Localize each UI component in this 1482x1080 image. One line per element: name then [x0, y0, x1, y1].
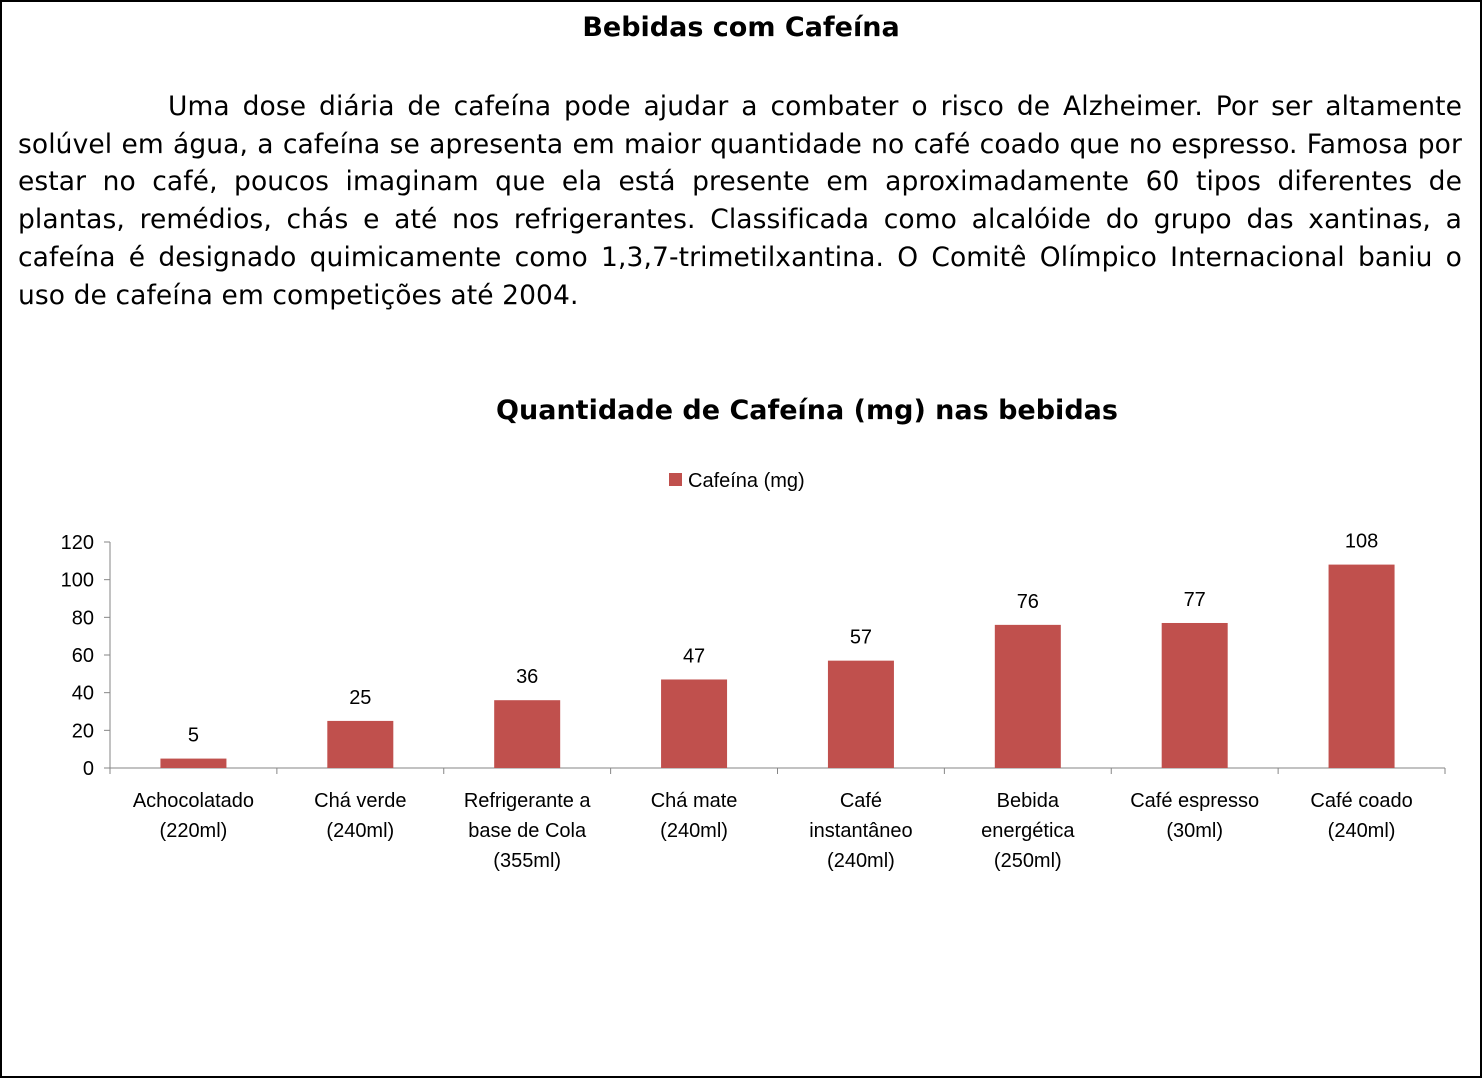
- x-tick-label-line: Café coado: [1310, 790, 1412, 812]
- bar: [327, 720, 394, 768]
- data-label: 77: [1184, 589, 1206, 611]
- legend-label: Cafeína (mg): [688, 470, 805, 492]
- data-label: 57: [850, 627, 872, 649]
- x-tick-label: Refrigerante a base de Cola (355ml): [464, 790, 592, 872]
- x-tick-label-line: Chá verde: [314, 790, 406, 812]
- y-tick-label: 120: [61, 532, 94, 554]
- x-tick-label-line: (250ml): [994, 850, 1062, 872]
- bar: [494, 700, 561, 768]
- x-tick-label-line: (240ml): [1328, 820, 1396, 842]
- data-label: 25: [349, 687, 371, 709]
- x-tick-label-line: (240ml): [827, 850, 895, 872]
- x-tick-label: Café instantâneo (240ml): [809, 790, 912, 872]
- x-tick-label-line: Achocolatado: [133, 790, 254, 812]
- x-tick-label: Bebida energética (250ml): [981, 790, 1075, 872]
- x-tick-label-line: base de Cola: [468, 820, 587, 842]
- x-tick-label-line: Chá mate: [651, 790, 738, 812]
- x-tick-label-line: Bebida: [997, 790, 1060, 812]
- data-label: 36: [516, 666, 538, 688]
- x-tick-label-line: (30ml): [1166, 820, 1223, 842]
- document-paragraph: Uma dose diária de cafeína pode ajudar a…: [18, 91, 1462, 311]
- data-label: 108: [1345, 531, 1378, 553]
- y-tick-label: 0: [83, 758, 94, 780]
- bar: [827, 660, 894, 768]
- x-tick-label: Café espresso (30ml): [1130, 790, 1259, 842]
- bar: [1328, 564, 1395, 768]
- data-label: 5: [188, 725, 199, 747]
- x-tick-label-line: (240ml): [660, 820, 728, 842]
- x-tick-label: Achocolatado (220ml): [133, 790, 254, 842]
- y-tick-label: 20: [72, 720, 94, 742]
- x-tick-label-line: (220ml): [160, 820, 228, 842]
- x-tick-label-line: (355ml): [493, 850, 561, 872]
- bar: [661, 679, 728, 768]
- legend-swatch: [669, 473, 682, 486]
- document-title: Bebidas com Cafeína: [582, 12, 900, 43]
- y-tick-label: 60: [72, 645, 94, 667]
- x-tick-label-line: Refrigerante a: [464, 790, 592, 812]
- x-tick-label-line: Café: [840, 790, 882, 812]
- x-tick-label-line: Café espresso: [1130, 790, 1259, 812]
- data-label: 76: [1017, 591, 1039, 613]
- x-tick-label: Chá mate (240ml): [651, 790, 738, 842]
- y-tick-label: 100: [61, 570, 94, 592]
- bar: [994, 624, 1061, 768]
- x-tick-label-line: energética: [981, 820, 1075, 842]
- x-tick-label-line: (240ml): [326, 820, 394, 842]
- y-tick-label: 80: [72, 607, 94, 629]
- y-tick-label: 40: [72, 683, 94, 705]
- bar: [1161, 622, 1228, 768]
- x-tick-label: Chá verde (240ml): [314, 790, 406, 842]
- bar: [160, 758, 227, 768]
- data-label: 47: [683, 645, 705, 667]
- x-tick-label-line: instantâneo: [809, 820, 912, 842]
- x-tick-label: Café coado (240ml): [1310, 790, 1412, 842]
